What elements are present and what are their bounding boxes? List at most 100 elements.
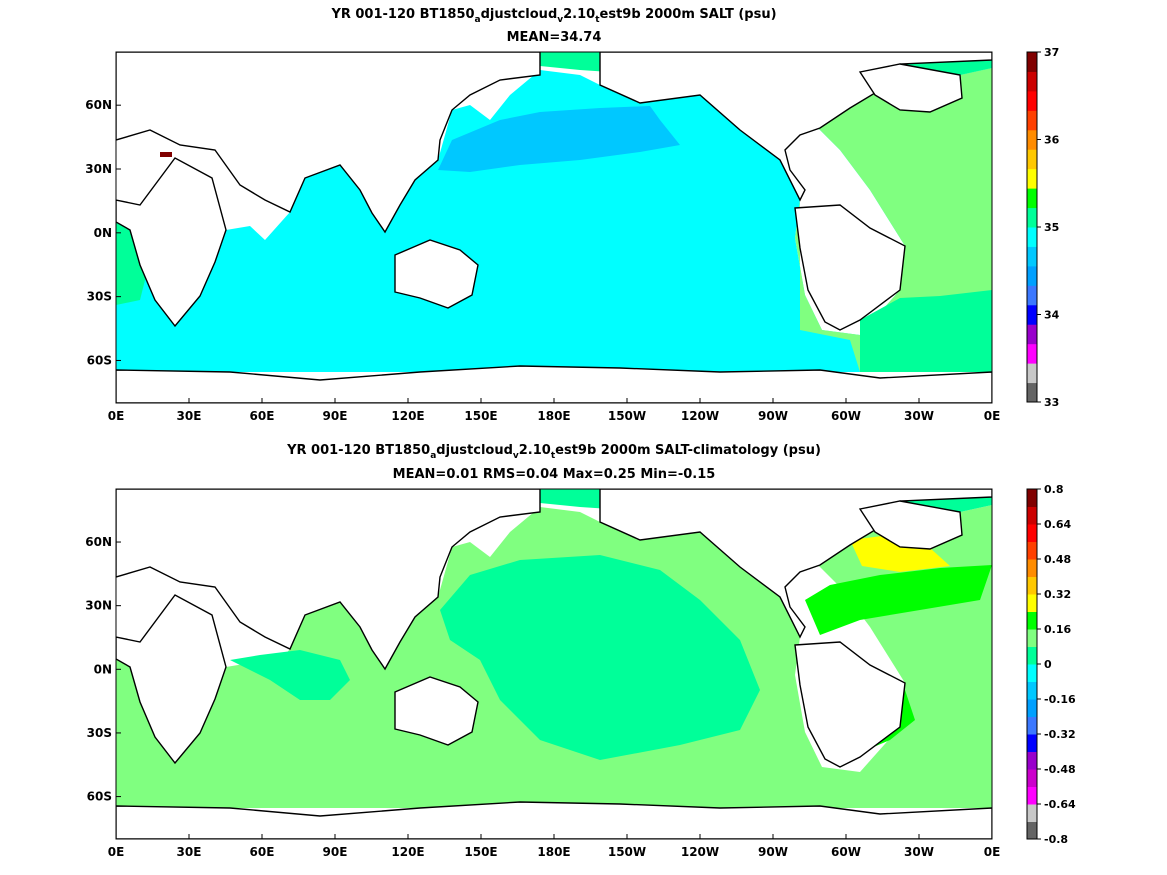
bottom-x-tick-label: 0E xyxy=(108,845,125,859)
top-north-pacific-field xyxy=(438,106,680,172)
bottom-y-tick-label: 60N xyxy=(85,535,112,549)
top-mediterranean xyxy=(160,152,172,157)
bottom-colorbar-label: -0.8 xyxy=(1044,833,1068,846)
bottom-atlantic-field xyxy=(805,565,992,635)
bottom-colorbar: -0.8 -0.64 -0.48 -0.32 -0.16 0 0.16 0.32 0.48 0.6… xyxy=(1026,483,1076,846)
bottom-greenland xyxy=(858,500,963,550)
top-colorbar-segment xyxy=(1027,110,1037,131)
top-antarctica xyxy=(116,365,992,403)
axis-labels: 0E 30E 60E 90E 120E 150E 180E 150W 120W 90W 60W 30W… xyxy=(85,98,1000,859)
bottom-antarctica xyxy=(116,801,992,839)
top-south-america xyxy=(794,204,906,331)
bottom-colorbar-label: -0.16 xyxy=(1044,693,1076,706)
top-africa-europe xyxy=(116,157,227,328)
bottom-y-tick-label: 30S xyxy=(87,726,112,740)
bottom-colorbar-segment xyxy=(1027,716,1037,735)
bottom-colorbar-label: -0.48 xyxy=(1044,763,1076,776)
bottom-colorbar-segment xyxy=(1027,506,1037,525)
bottom-x-tick-label: 0E xyxy=(984,845,1001,859)
bottom-colorbar-segment xyxy=(1027,699,1037,717)
top-y-tick-label: 60S xyxy=(87,353,112,367)
top-colorbar-label: 33 xyxy=(1044,396,1059,409)
top-australia xyxy=(394,239,479,309)
bottom-indian-field xyxy=(230,650,350,700)
top-colorbar-segment xyxy=(1027,168,1037,189)
bottom-colorbar-segment xyxy=(1027,559,1037,577)
bottom-x-tick-label: 150E xyxy=(464,845,497,859)
top-x-tick-label: 60W xyxy=(831,409,861,423)
bottom-colorbar-segment xyxy=(1027,594,1037,612)
top-colorbar-segment xyxy=(1027,324,1037,345)
bottom-panel-title: YR 001-120 BT1850adjustcloudv2.10test9b … xyxy=(287,443,821,461)
top-x-tick-label: 150W xyxy=(608,409,646,423)
bottom-colorbar-segment xyxy=(1027,664,1037,682)
bottom-colorbar-segment xyxy=(1027,751,1037,770)
top-y-tick-label: 0N xyxy=(94,226,112,240)
bottom-x-tick-label: 120W xyxy=(681,845,719,859)
bottom-colorbar-segment xyxy=(1027,769,1037,787)
top-x-tick-label: 120E xyxy=(391,409,424,423)
top-x-tick-label: 150E xyxy=(464,409,497,423)
bottom-colorbar-label: 0.64 xyxy=(1044,518,1071,531)
top-x-tick-label: 30W xyxy=(904,409,934,423)
top-x-tick-label: 90E xyxy=(323,409,348,423)
top-y-tick-label: 30S xyxy=(87,290,112,304)
top-colorbar: 33 34 35 36 37 xyxy=(1026,46,1060,409)
top-x-tick-label: 30E xyxy=(177,409,202,423)
top-colorbar-label: 37 xyxy=(1044,46,1059,59)
bottom-y-tick-label: 0N xyxy=(94,662,112,676)
top-panel-stats: MEAN=34.74 xyxy=(506,30,602,45)
top-eurasia xyxy=(116,52,541,234)
top-colorbar-label: 36 xyxy=(1044,134,1060,147)
top-colorbar-segment xyxy=(1027,285,1037,306)
bottom-colorbar-segment xyxy=(1027,646,1037,665)
bottom-colorbar-label: 0 xyxy=(1044,658,1052,671)
bottom-colorbar-segment xyxy=(1027,489,1037,507)
bottom-colorbar-label: 0.8 xyxy=(1044,483,1064,496)
top-colorbar-segment xyxy=(1027,265,1037,286)
bottom-x-tick-label: 30W xyxy=(904,845,934,859)
top-panel-title: YR 001-120 BT1850adjustcloudv2.10test9b … xyxy=(331,7,777,25)
bottom-colorbar-label: 0.48 xyxy=(1044,553,1071,566)
top-colorbar-label: 34 xyxy=(1044,309,1060,322)
top-atlantic-south-field xyxy=(860,290,992,372)
bottom-colorbar-label: 0.16 xyxy=(1044,623,1071,636)
bottom-colorbar-segment xyxy=(1027,541,1037,560)
top-colorbar-segment xyxy=(1027,71,1037,92)
top-x-tick-label: 0E xyxy=(108,409,125,423)
top-colorbar-segment xyxy=(1027,149,1037,170)
top-colorbar-segment xyxy=(1027,188,1037,209)
bottom-x-tick-label: 60W xyxy=(831,845,861,859)
top-ocean-field xyxy=(116,64,992,372)
bottom-colorbar-label: -0.32 xyxy=(1044,728,1076,741)
bottom-y-tick-label: 30N xyxy=(85,599,112,613)
bottom-africa-europe xyxy=(116,594,227,765)
bottom-australia xyxy=(394,676,479,746)
top-greenland xyxy=(858,63,963,113)
bottom-pacific-field xyxy=(440,555,760,760)
bottom-x-tick-label: 90W xyxy=(758,845,788,859)
top-colorbar-segment xyxy=(1027,363,1037,384)
bottom-colorbar-segment xyxy=(1027,629,1037,647)
bottom-colorbar-segment xyxy=(1027,576,1037,595)
bottom-x-tick-label: 60E xyxy=(250,845,275,859)
top-colorbar-segment xyxy=(1027,52,1037,72)
bottom-colorbar-label: 0.32 xyxy=(1044,588,1071,601)
top-colorbar-segment xyxy=(1027,227,1037,247)
bottom-colorbar-label: -0.64 xyxy=(1044,798,1076,811)
top-colorbar-segment xyxy=(1027,343,1037,364)
bottom-colorbar-segment xyxy=(1027,611,1037,630)
top-colorbar-segment xyxy=(1027,246,1037,267)
bottom-labrador-field xyxy=(850,535,950,572)
bottom-colorbar-segment xyxy=(1027,681,1037,700)
bottom-north-america xyxy=(599,489,992,639)
top-y-tick-label: 30N xyxy=(85,162,112,176)
top-y-tick-label: 60N xyxy=(85,98,112,112)
bottom-colorbar-segment xyxy=(1027,734,1037,752)
top-x-tick-label: 0E xyxy=(984,409,1001,423)
top-atlantic-field xyxy=(790,64,992,372)
top-map xyxy=(116,52,992,403)
bottom-south-america xyxy=(794,641,906,768)
bottom-x-tick-label: 90E xyxy=(323,845,348,859)
